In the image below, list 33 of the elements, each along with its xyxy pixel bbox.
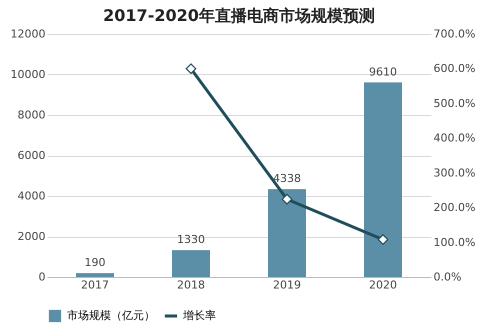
data-label: 9610 [369, 65, 397, 78]
data-label: 190 [84, 256, 106, 270]
y-tick-label: 2000 [18, 230, 46, 243]
data-label: 4338 [273, 172, 301, 186]
y2-tick-label: 500.0% [434, 96, 476, 110]
y-tick-label: 6000 [18, 149, 46, 162]
y2-tick-label: 100.0% [434, 236, 476, 249]
x-tick-label: 2018 [177, 278, 205, 292]
y-tick-label: 4000 [18, 190, 46, 202]
y2-tick-label: 600.0% [434, 62, 476, 76]
y2-tick-label: 300.0% [434, 166, 476, 180]
y2-tick-label: 200.0% [434, 201, 476, 214]
y-tick-label: 0 [38, 270, 46, 284]
y-tick-label: 10000 [10, 68, 46, 81]
y-tick-label: 8000 [18, 108, 46, 122]
bar [172, 250, 210, 277]
y2-tick-label: 0.0% [434, 270, 462, 284]
y-tick-label: 12000 [10, 28, 46, 40]
point [282, 194, 292, 205]
x-tick-label: 2017 [81, 278, 109, 292]
x-tick-label: 2019 [273, 278, 301, 292]
y2-tick-label: 400.0% [434, 132, 476, 145]
legend-label: 市场规模（亿元） [67, 309, 155, 322]
data-label: 1330 [177, 233, 205, 246]
chart-title: 2017-2020年直播电商市场规模预测 [103, 6, 375, 25]
legend-label: 增长率 [182, 309, 216, 322]
point [186, 63, 196, 74]
y2-tick-label: 700.0% [434, 28, 476, 40]
bar [76, 273, 114, 277]
bar [268, 189, 306, 277]
x-tick-label: 2020 [369, 278, 397, 292]
bar [364, 82, 402, 277]
point [378, 234, 388, 245]
